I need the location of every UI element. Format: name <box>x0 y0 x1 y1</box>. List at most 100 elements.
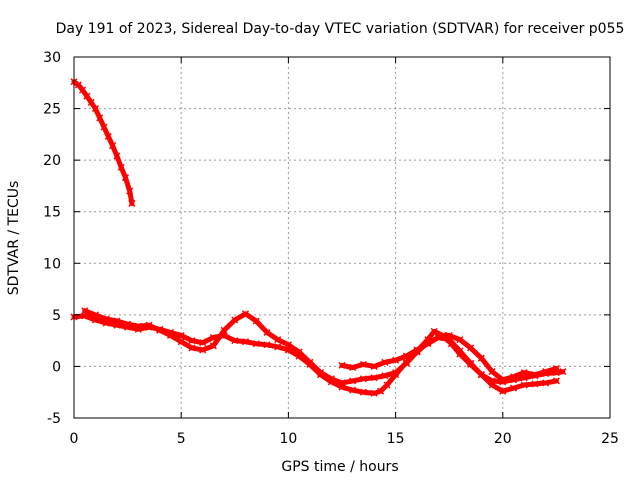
data-point <box>392 369 400 377</box>
y-axis-label: SDTVAR / TECUs <box>6 181 22 296</box>
data-point <box>370 374 378 382</box>
data-point <box>327 375 335 383</box>
data-point <box>467 344 475 352</box>
x-tick-label: 5 <box>177 431 186 447</box>
x-tick-label: 15 <box>387 431 405 447</box>
data-point <box>126 187 134 195</box>
data-point <box>402 359 410 367</box>
data-point <box>467 359 475 367</box>
data-point <box>83 92 91 100</box>
data-point <box>499 387 507 395</box>
data-point <box>542 368 550 376</box>
y-tick-label: 30 <box>43 50 61 66</box>
data-point <box>370 362 378 370</box>
data-point <box>134 322 142 330</box>
data-point <box>124 320 132 328</box>
data-point <box>117 163 125 171</box>
data-point <box>104 132 112 140</box>
data-point <box>456 336 464 344</box>
data-point <box>231 337 239 345</box>
x-tick-label: 25 <box>601 431 619 447</box>
series-segment-3 <box>81 307 560 395</box>
data-point <box>79 86 87 94</box>
series-segment-4 <box>338 331 560 384</box>
data-point <box>102 315 110 323</box>
data-point <box>377 387 385 395</box>
data-point <box>477 371 485 379</box>
data-point <box>349 363 357 371</box>
data-point <box>349 377 357 385</box>
data-point <box>121 174 129 182</box>
plot-frame <box>73 56 611 419</box>
data-point <box>424 340 432 348</box>
data-point <box>252 317 260 325</box>
data-point <box>284 341 292 349</box>
data-point <box>317 369 325 377</box>
data-point <box>383 381 391 389</box>
data-point <box>188 344 196 352</box>
data-point <box>252 340 260 348</box>
y-tick-label: 20 <box>43 153 61 169</box>
series-segment-1 <box>70 78 136 207</box>
data-point <box>220 326 228 334</box>
data-point <box>231 316 239 324</box>
data-point <box>241 310 250 318</box>
data-point <box>392 356 400 364</box>
data-point <box>274 336 282 344</box>
data-point <box>113 317 121 325</box>
data-point <box>177 338 185 346</box>
data-point <box>552 377 560 385</box>
x-tick-label: 20 <box>494 431 512 447</box>
chart-title: Day 191 of 2023, Sidereal Day-to-day VTE… <box>56 21 625 37</box>
data-point <box>188 337 196 345</box>
data-point <box>177 331 185 340</box>
data-point <box>274 343 282 351</box>
data-point <box>430 327 438 335</box>
data-point <box>359 388 367 396</box>
x-tick-label: 0 <box>70 431 79 447</box>
y-tick-label: -5 <box>47 411 61 427</box>
data-point <box>156 326 164 334</box>
series-group <box>70 78 567 397</box>
data-point <box>91 311 99 319</box>
grid-lines <box>74 57 610 418</box>
data-point <box>263 328 271 336</box>
data-point <box>542 379 550 387</box>
data-point <box>456 347 464 355</box>
data-point <box>359 375 367 383</box>
y-tick-label: 0 <box>52 359 61 375</box>
data-point <box>359 360 367 368</box>
data-point <box>520 381 528 389</box>
data-point <box>488 381 496 389</box>
data-point <box>349 386 357 394</box>
data-point <box>477 354 485 362</box>
y-tick-label: 25 <box>43 102 61 118</box>
data-point <box>241 338 250 346</box>
data-point <box>445 331 453 340</box>
data-point <box>434 334 443 342</box>
data-point <box>96 114 104 122</box>
data-point <box>199 346 207 354</box>
data-point <box>128 199 136 207</box>
data-point <box>113 152 121 160</box>
data-point <box>552 364 560 373</box>
data-point <box>381 372 389 380</box>
data-point <box>166 331 175 340</box>
data-point <box>531 380 539 388</box>
data-point <box>499 376 507 384</box>
y-tick-label: 15 <box>43 205 61 221</box>
data-point <box>520 369 528 377</box>
data-point <box>402 352 410 360</box>
data-point <box>263 341 271 349</box>
data-point <box>488 368 496 376</box>
data-point <box>531 371 539 379</box>
data-point <box>87 98 95 106</box>
data-point <box>295 348 303 356</box>
y-tick-label: 10 <box>43 256 61 272</box>
data-point <box>338 361 346 369</box>
data-point <box>109 142 117 150</box>
data-point <box>100 123 108 131</box>
data-point <box>306 358 314 366</box>
